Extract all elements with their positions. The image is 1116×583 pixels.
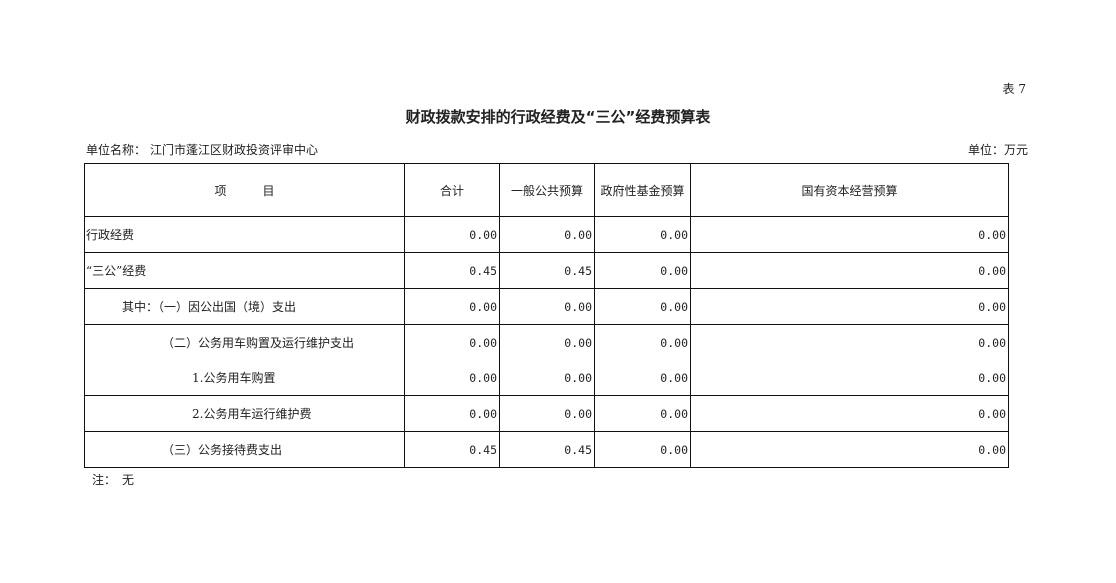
table-row: （三）公务接待费支出 0.45 0.45 0.00 0.00 <box>84 431 1009 468</box>
note: 注： 无 <box>92 473 135 487</box>
row-value: 0.45 <box>404 252 500 289</box>
row-item: 行政经费 <box>84 216 405 253</box>
table-row: 其中：（一）因公出国（境）支出 0.00 0.00 0.00 0.00 <box>84 288 1009 325</box>
row-value: 0.00 <box>594 252 691 289</box>
row-value: 0.00 <box>499 324 595 360</box>
row-value: 0.00 <box>690 324 1009 360</box>
row-value: 0.00 <box>690 395 1009 432</box>
unit-label: 单位名称： <box>86 143 147 157</box>
row-value: 0.00 <box>499 216 595 253</box>
row-value: 0.45 <box>499 431 595 468</box>
row-value: 0.00 <box>690 360 1009 396</box>
row-value: 0.00 <box>404 395 500 432</box>
row-value: 0.00 <box>594 216 691 253</box>
header-fund: 政府性基金预算 <box>594 163 691 217</box>
row-value: 0.00 <box>690 288 1009 325</box>
table-row: 1.公务用车购置 0.00 0.00 0.00 0.00 <box>84 360 1009 396</box>
header-total: 合计 <box>404 163 500 217</box>
row-value: 0.00 <box>499 395 595 432</box>
page-title: 财政拨款安排的行政经费及“三公”经费预算表 <box>405 108 711 126</box>
unit-name: 江门市蓬江区财政投资评审中心 <box>150 143 319 157</box>
table-number: 表 7 <box>1002 82 1026 96</box>
header-general: 一般公共预算 <box>499 163 595 217</box>
header-item: 项 目 <box>84 163 405 217</box>
row-value: 0.45 <box>499 252 595 289</box>
table-row: （二）公务用车购置及运行维护支出 0.00 0.00 0.00 0.00 <box>84 324 1009 360</box>
table-row: “三公”经费 0.45 0.45 0.00 0.00 <box>84 252 1009 289</box>
row-value: 0.00 <box>690 252 1009 289</box>
row-value: 0.00 <box>404 288 500 325</box>
row-value: 0.00 <box>499 360 595 396</box>
row-item: 2.公务用车运行维护费 <box>84 395 405 432</box>
row-value: 0.00 <box>404 216 500 253</box>
row-value: 0.00 <box>499 288 595 325</box>
header-state-capital: 国有资本经营预算 <box>690 163 1009 217</box>
header-row: 项 目 合计 一般公共预算 政府性基金预算 国有资本经营预算 <box>84 163 1009 217</box>
row-item: 1.公务用车购置 <box>84 360 405 396</box>
row-value: 0.00 <box>594 431 691 468</box>
row-value: 0.45 <box>404 431 500 468</box>
row-item: “三公”经费 <box>84 252 405 289</box>
currency-unit: 单位：万元 <box>967 143 1028 157</box>
row-value: 0.00 <box>404 324 500 360</box>
row-item: 其中：（一）因公出国（境）支出 <box>84 288 405 325</box>
row-value: 0.00 <box>690 431 1009 468</box>
row-value: 0.00 <box>404 360 500 396</box>
row-value: 0.00 <box>594 324 691 360</box>
row-item: （二）公务用车购置及运行维护支出 <box>84 324 405 360</box>
row-value: 0.00 <box>594 395 691 432</box>
budget-table: 项 目 合计 一般公共预算 政府性基金预算 国有资本经营预算 行政经费 0.00 0… <box>84 163 1009 468</box>
table-row: 2.公务用车运行维护费 0.00 0.00 0.00 0.00 <box>84 395 1009 432</box>
row-value: 0.00 <box>690 216 1009 253</box>
row-item: （三）公务接待费支出 <box>84 431 405 468</box>
row-value: 0.00 <box>594 288 691 325</box>
table-row: 行政经费 0.00 0.00 0.00 0.00 <box>84 216 1009 253</box>
row-value: 0.00 <box>594 360 691 396</box>
